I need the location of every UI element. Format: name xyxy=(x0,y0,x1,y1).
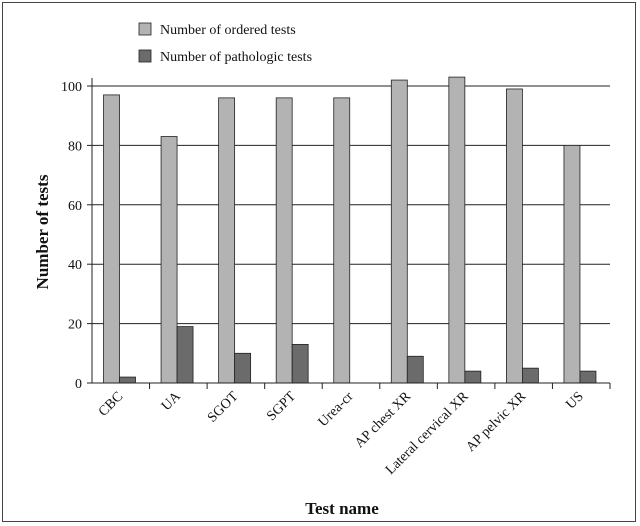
y-tick-labels: 0 20 40 60 80 100 xyxy=(61,80,82,392)
y-tick-label: 80 xyxy=(68,139,82,154)
legend: Number of ordered tests Number of pathol… xyxy=(138,22,312,65)
x-tick-label: AP chest XR xyxy=(352,389,414,451)
y-tick-label: 60 xyxy=(68,199,82,214)
x-tick-label: UA xyxy=(159,389,185,415)
bar-ordered xyxy=(333,97,351,384)
bar-pathologic xyxy=(234,352,252,384)
bar-pathologic xyxy=(119,376,136,384)
x-tick-label: AP pelvic XR xyxy=(463,389,529,455)
bar-ordered xyxy=(218,97,236,384)
bar-pathologic xyxy=(522,367,539,384)
x-tick-label: SGOT xyxy=(205,389,242,426)
axes xyxy=(91,78,611,389)
bar-ordered xyxy=(505,88,523,384)
bar-ordered xyxy=(563,144,581,384)
x-tick-label: CBC xyxy=(96,389,126,419)
x-tick-label: US xyxy=(564,389,587,412)
bar-pathologic xyxy=(406,355,424,384)
y-tick-label: 40 xyxy=(68,258,82,273)
bar-pathologic xyxy=(464,370,482,384)
bar-pathologic xyxy=(579,370,597,384)
bar-ordered xyxy=(448,76,466,384)
x-axis-title: Test name xyxy=(305,499,379,518)
legend-swatch-pathologic xyxy=(138,49,152,63)
bar-ordered xyxy=(160,136,178,384)
bar-ordered xyxy=(275,97,293,384)
y-axis-title: Number of tests xyxy=(33,174,52,289)
y-tick-label: 0 xyxy=(75,377,82,392)
y-tick-label: 20 xyxy=(68,318,82,333)
bar-ordered xyxy=(103,94,120,384)
bar-pathologic xyxy=(176,326,194,384)
bar-ordered xyxy=(390,79,408,384)
legend-label-ordered: Number of ordered tests xyxy=(160,23,296,38)
bars xyxy=(103,76,597,384)
legend-swatch-ordered xyxy=(138,22,152,36)
x-tick-label: SGPT xyxy=(264,389,299,424)
x-tick-label: Urea-cr xyxy=(316,389,357,430)
y-tick-label: 100 xyxy=(61,80,82,95)
legend-label-pathologic: Number of pathologic tests xyxy=(160,50,312,65)
gridlines xyxy=(87,85,610,384)
bar-pathologic xyxy=(291,343,309,384)
